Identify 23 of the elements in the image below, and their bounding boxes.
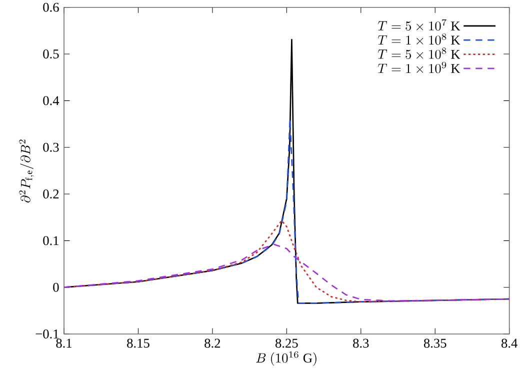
y-tick-label: 0.3 [43,142,59,152]
y-tick-label: 0.6 [43,2,59,12]
x-tick-label: 8.4 [502,338,518,348]
x-tick-label: 8.2 [204,338,220,348]
line-series [64,244,510,302]
x-tick-label: 8.3 [353,338,369,348]
legend-label: $T = 1\times 10^{8}\ \mathrm{K}$ [378,33,460,45]
x-tick-label: 8.25 [276,338,298,348]
y-axis-title: $\partial^2 P_{\mathrm{f,e}}/\partial B^2$ [19,140,34,202]
legend-label: $T = 5\times 10^{7}\ \mathrm{K}$ [378,19,460,31]
y-tick-label: 0.1 [43,236,59,246]
y-tick-label: −0.1 [36,329,59,339]
line-series [64,118,510,304]
y-tick-label: 0.2 [43,189,59,199]
x-axis-title: $B\ (10^{16}\ \mathrm{G})$ [256,351,316,366]
x-tick-label: 8.35 [424,338,446,348]
y-tick-label: 0.5 [43,49,59,59]
x-tick-label: 8.15 [127,338,150,348]
legend-label: $T = 1\times 10^{9}\ \mathrm{K}$ [378,62,460,74]
legend-label: $T = 5\times 10^{8}\ \mathrm{K}$ [378,48,460,59]
x-tick-label: 8.1 [56,338,72,348]
y-tick-label: 0 [53,282,59,292]
y-tick-label: 0.4 [43,96,60,106]
